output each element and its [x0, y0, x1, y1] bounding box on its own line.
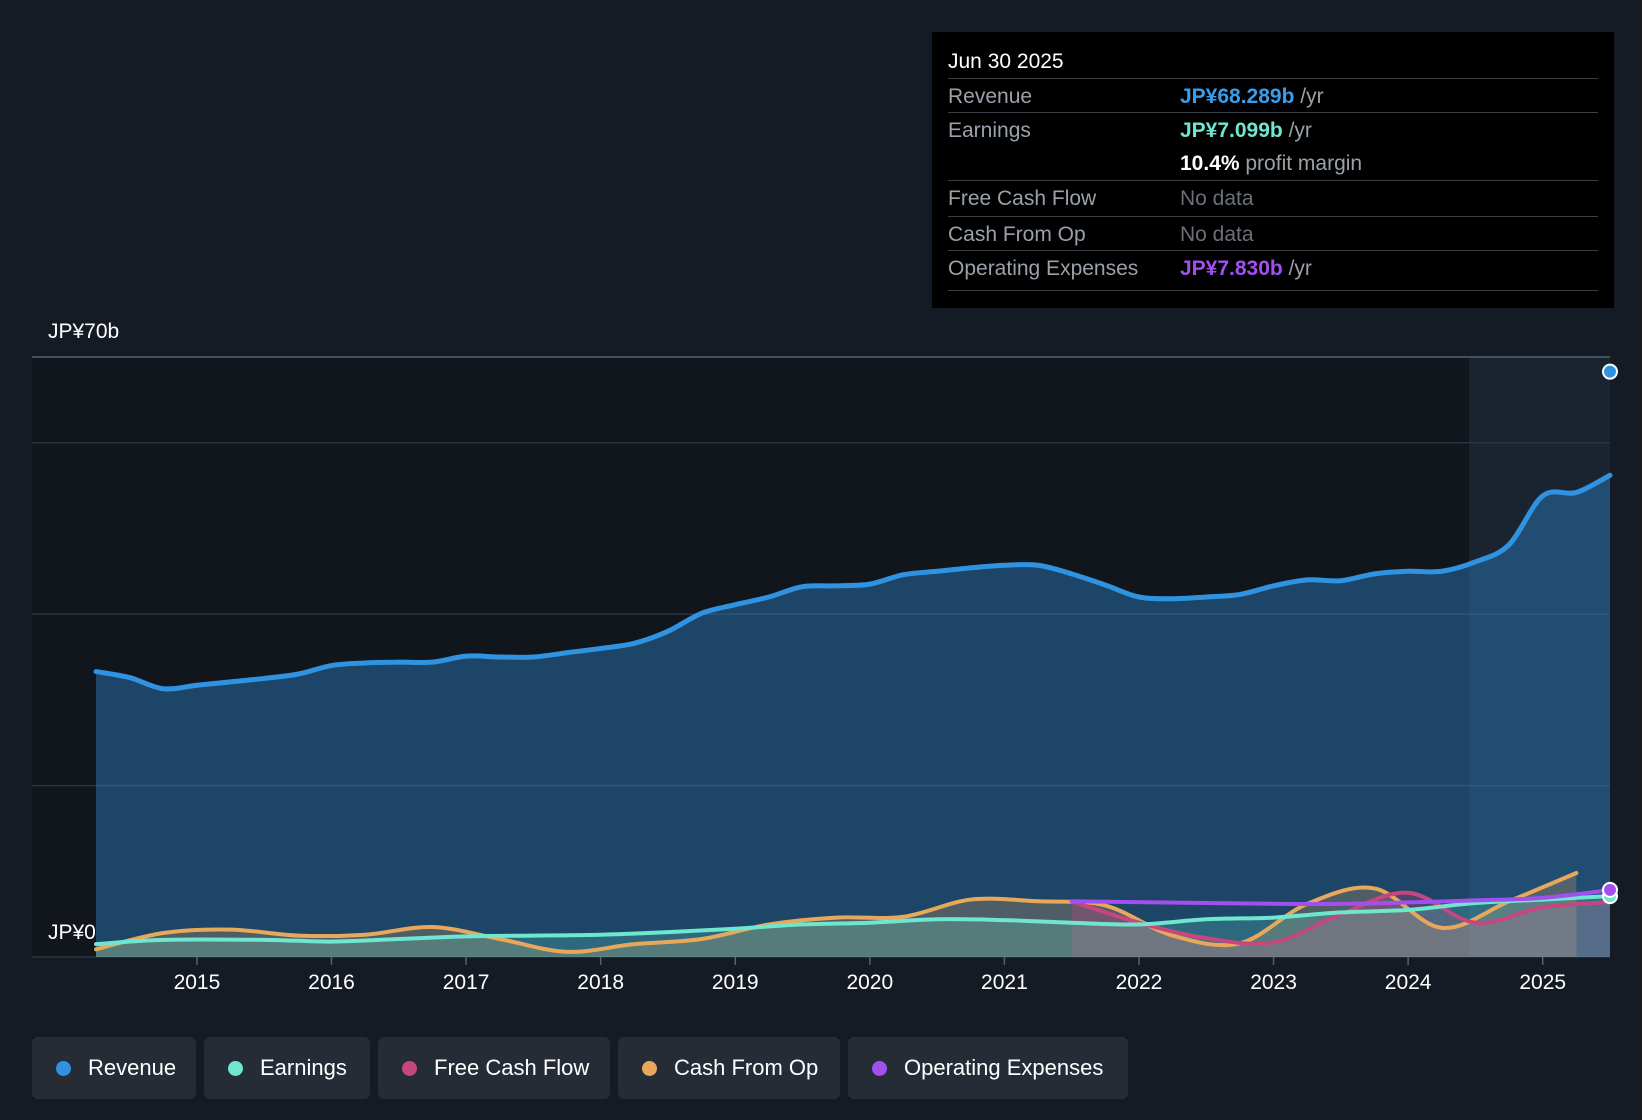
legend-item-earnings[interactable]: Earnings — [204, 1037, 370, 1099]
tooltip-row: Revenue JP¥68.289b /yr — [948, 78, 1598, 113]
tooltip-row: Free Cash Flow No data — [948, 180, 1598, 215]
tooltip-row-value: No data — [1180, 223, 1254, 247]
y-axis-bottom-label: JP¥0 — [48, 921, 96, 945]
legend-label: Operating Expenses — [904, 1055, 1103, 1081]
tooltip-row-value: JP¥68.289b /yr — [1180, 85, 1324, 109]
x-tick-label: 2024 — [1368, 971, 1448, 995]
tooltip-row-value: JP¥7.830b /yr — [1180, 257, 1312, 281]
tooltip-row-value: No data — [1180, 187, 1254, 211]
tooltip-row-label: Earnings — [948, 119, 1031, 143]
x-tick-label: 2021 — [964, 971, 1044, 995]
legend-dot-icon — [872, 1061, 887, 1076]
operating-expenses-end-marker — [1603, 883, 1617, 897]
x-tick-label: 2023 — [1234, 971, 1314, 995]
tooltip: Jun 30 2025 Revenue JP¥68.289b /yr Earning… — [932, 32, 1614, 308]
legend-label: Free Cash Flow — [434, 1055, 589, 1081]
legend-item-cash-from-op[interactable]: Cash From Op — [618, 1037, 840, 1099]
tooltip-row: 10.4% profit margin — [948, 146, 1598, 180]
tooltip-row: Operating Expenses JP¥7.830b /yr — [948, 250, 1598, 285]
legend-dot-icon — [642, 1061, 657, 1076]
legend-item-free-cash-flow[interactable]: Free Cash Flow — [378, 1037, 610, 1099]
tooltip-date: Jun 30 2025 — [948, 50, 1064, 74]
tooltip-row: Cash From Op No data — [948, 216, 1598, 251]
x-tick-label: 2017 — [426, 971, 506, 995]
x-tick-label: 2015 — [157, 971, 237, 995]
tooltip-row-label: Free Cash Flow — [948, 187, 1096, 211]
legend-label: Revenue — [88, 1055, 176, 1081]
x-tick-label: 2016 — [292, 971, 372, 995]
tooltip-row-value: 10.4% profit margin — [1180, 152, 1362, 176]
revenue-end-marker — [1603, 365, 1617, 379]
legend-dot-icon — [228, 1061, 243, 1076]
legend-label: Cash From Op — [674, 1055, 818, 1081]
x-tick-label: 2020 — [830, 971, 910, 995]
x-tick-label: 2019 — [695, 971, 775, 995]
legend-dot-icon — [402, 1061, 417, 1076]
y-axis-top-label: JP¥70b — [48, 320, 119, 344]
tooltip-row-label: Operating Expenses — [948, 257, 1138, 281]
tooltip-divider — [948, 290, 1598, 291]
legend-dot-icon — [56, 1061, 71, 1076]
legend-item-revenue[interactable]: Revenue — [32, 1037, 196, 1099]
x-tick-label: 2025 — [1503, 971, 1583, 995]
x-tick-label: 2022 — [1099, 971, 1179, 995]
tooltip-row: Earnings JP¥7.099b /yr — [948, 112, 1598, 147]
legend-item-operating-expenses[interactable]: Operating Expenses — [848, 1037, 1128, 1099]
x-tick-label: 2018 — [561, 971, 641, 995]
tooltip-row-label: Cash From Op — [948, 223, 1086, 247]
legend-label: Earnings — [260, 1055, 347, 1081]
tooltip-row-value: JP¥7.099b /yr — [1180, 119, 1312, 143]
tooltip-row-label: Revenue — [948, 85, 1032, 109]
